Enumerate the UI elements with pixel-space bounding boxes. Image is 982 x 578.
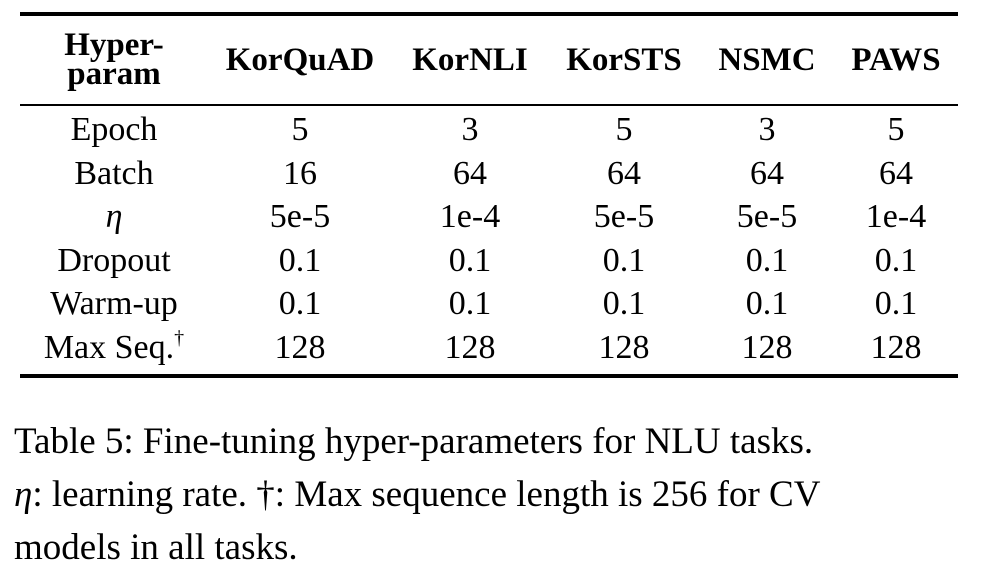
header-hyperparam-line1: Hyper- <box>64 27 164 63</box>
table-row-dropout: Dropout 0.1 0.1 0.1 0.1 0.1 <box>20 239 958 283</box>
table-row-learning-rate: η 5e-5 1e-4 5e-5 5e-5 1e-4 <box>20 195 958 239</box>
caption-line-3: models in all tasks. <box>14 527 298 568</box>
header-hyperparam: Hyper- param <box>20 14 208 105</box>
table-cell: 0.1 <box>745 241 789 279</box>
row-label-warmup: Warm-up <box>50 285 178 322</box>
table-cell: 0.1 <box>448 241 492 279</box>
row-label-eta: η <box>105 198 123 235</box>
table-cell: 64 <box>750 154 784 192</box>
caption-line-2: : learning rate. †: Max sequence length … <box>32 474 821 515</box>
table-cell: 5 <box>887 111 905 148</box>
table-cell: 5e-5 <box>736 198 798 235</box>
table-cell: 0.1 <box>874 241 918 279</box>
table-cell: 0.1 <box>448 285 492 322</box>
row-label-max-seq: Max Seq.† <box>20 326 208 377</box>
caption-eta-symbol: η <box>14 474 33 515</box>
dagger-mark: † <box>174 326 185 349</box>
row-label-max-seq-text: Max Seq. <box>43 328 175 366</box>
header-nsmc: NSMC <box>718 41 816 78</box>
table-cell: 0.1 <box>602 285 646 322</box>
table-cell: 16 <box>283 154 317 192</box>
table-cell: 5e-5 <box>593 198 655 235</box>
caption-line-1: Table 5: Fine-tuning hyper-parameters fo… <box>14 421 814 462</box>
table-cell: 128 <box>444 328 496 366</box>
table-header-row: Hyper- param KorQuAD KorNLI KorSTS NSMC … <box>20 14 958 105</box>
table-cell: 0.1 <box>602 241 646 279</box>
hyperparameter-table-container: Hyper- param KorQuAD KorNLI KorSTS NSMC … <box>20 12 958 378</box>
row-label-epoch: Epoch <box>70 111 158 148</box>
header-paws: PAWS <box>851 41 941 78</box>
table-cell: 0.1 <box>745 285 789 322</box>
header-kornli: KorNLI <box>412 41 528 78</box>
table-cell: 128 <box>741 328 793 366</box>
table-cell: 128 <box>598 328 650 366</box>
table-cell: 128 <box>870 328 922 366</box>
table-row-warmup: Warm-up 0.1 0.1 0.1 0.1 0.1 <box>20 282 958 326</box>
table-cell: 0.1 <box>278 241 322 279</box>
table-cell: 5e-5 <box>269 198 331 235</box>
header-hyperparam-line2: param <box>67 56 161 92</box>
table-row-batch: Batch 16 64 64 64 64 <box>20 152 958 196</box>
table-cell: 3 <box>758 111 776 148</box>
table-row-max-seq: Max Seq.† 128 128 128 128 128 <box>20 326 958 377</box>
table-cell: 5 <box>291 111 309 148</box>
table-cell: 1e-4 <box>865 198 927 235</box>
row-label-batch: Batch <box>74 154 154 192</box>
table-cell: 0.1 <box>278 285 322 322</box>
table-cell: 128 <box>274 328 326 366</box>
hyperparameter-table: Hyper- param KorQuAD KorNLI KorSTS NSMC … <box>20 12 958 378</box>
table-cell: 3 <box>461 111 479 148</box>
table-cell: 1e-4 <box>439 198 501 235</box>
table-cell: 64 <box>607 154 641 192</box>
header-korquad: KorQuAD <box>225 41 375 78</box>
table-caption: Table 5: Fine-tuning hyper-parameters fo… <box>14 415 974 574</box>
row-label-dropout: Dropout <box>57 241 171 279</box>
table-row-epoch: Epoch 5 3 5 3 5 <box>20 105 958 152</box>
table-cell: 64 <box>453 154 487 192</box>
header-korsts: KorSTS <box>566 41 682 78</box>
table-cell: 64 <box>879 154 913 192</box>
table-cell: 0.1 <box>874 285 918 322</box>
table-cell: 5 <box>615 111 633 148</box>
